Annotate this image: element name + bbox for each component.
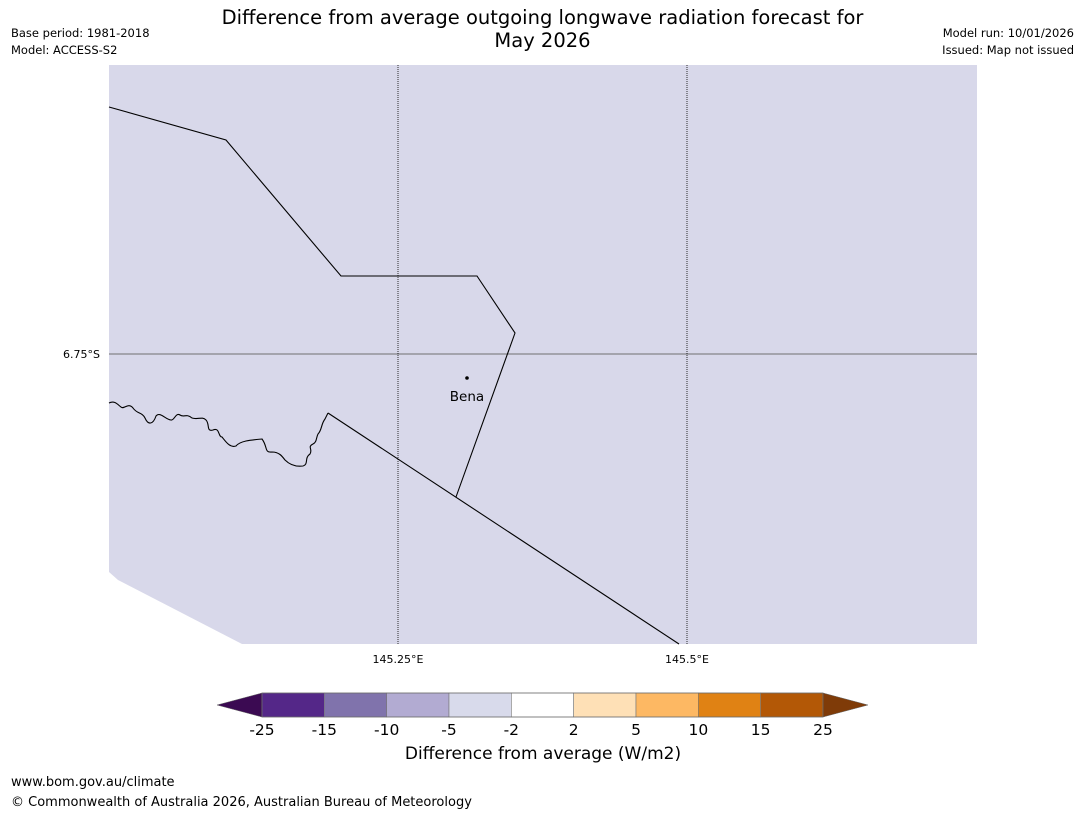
colorbar-over-triangle: [822, 692, 869, 718]
colorbar-segment: [511, 692, 574, 718]
place-marker: [465, 376, 469, 380]
title-line-1: Difference from average outgoing longwav…: [221, 6, 864, 29]
colorbar-segment: [635, 692, 699, 718]
colorbar-tick-label: -10: [374, 721, 399, 739]
colorbar-segment: [448, 692, 512, 718]
model-run: Model run: 10/01/2026: [942, 26, 1074, 40]
lat-label: 6.75°S: [63, 348, 100, 361]
colorbar-tick-label: 5: [631, 721, 641, 739]
colorbar-tick-label: 10: [688, 721, 708, 739]
colorbar-segment: [760, 692, 824, 718]
colorbar-tick-label: -5: [441, 721, 456, 739]
colorbar-tick-label: 2: [569, 721, 579, 739]
footer-url: www.bom.gov.au/climate: [11, 775, 175, 790]
lon-label: 145.5°E: [665, 653, 709, 666]
colorbar-segment: [261, 692, 325, 718]
colorbar-tick-label: -2: [504, 721, 519, 739]
colorbar-under-triangle: [216, 692, 263, 718]
place-label-bena: Bena: [450, 389, 484, 405]
title-line-2: May 2026: [494, 29, 591, 52]
model-name: Model: ACCESS-S2: [11, 43, 118, 57]
boundary-line: [327, 412, 680, 645]
map-title: Difference from average outgoing longwav…: [170, 6, 915, 52]
colorbar-tick-label: 15: [751, 721, 771, 739]
colorbar-segment: [386, 692, 450, 718]
colorbar-tick-label: 25: [813, 721, 833, 739]
colorbar-tick-label: -25: [249, 721, 274, 739]
meta-right: Model run: 10/01/2026 Issued: Map not is…: [942, 25, 1074, 59]
colorbar-segment: [573, 692, 637, 718]
issued-status: Issued: Map not issued: [942, 43, 1074, 57]
colorbar-label: Difference from average (W/m2): [404, 744, 682, 764]
meta-left: Base period: 1981-2018 Model: ACCESS-S2: [11, 25, 150, 59]
boundary-line: [108, 106, 516, 498]
footer-copyright: © Commonwealth of Australia 2026, Austra…: [11, 795, 472, 810]
colorbar-segment: [324, 692, 387, 718]
lon-label: 145.25°E: [373, 653, 424, 666]
base-period: Base period: 1981-2018: [11, 26, 150, 40]
colorbar-segments: [261, 692, 824, 718]
colorbar-tick-label: -15: [312, 721, 337, 739]
river-line: [108, 401, 329, 467]
colorbar-segment: [698, 692, 761, 718]
colorbar-outline: [261, 692, 824, 718]
colorbar-ticks: -25 -15 -10 -5 -2 2 5 10 15 25: [249, 721, 833, 739]
map: Bena 6.75°S 145.25°E 145.5°E: [63, 65, 977, 666]
colorbar: -25 -15 -10 -5 -2 2 5 10 15 25: [216, 692, 869, 739]
